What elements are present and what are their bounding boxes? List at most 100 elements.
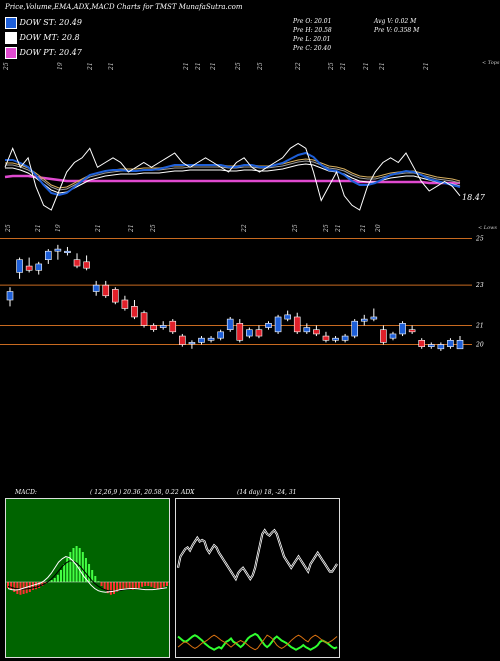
- macd-histogram-bar: [31, 582, 34, 590]
- price-level-label: 23: [475, 282, 484, 289]
- stat-pre-low: Pre L: 20.01: [293, 36, 331, 43]
- macd-histogram-bar: [13, 582, 16, 592]
- top-date-label: 21: [423, 62, 430, 71]
- candle-body: [313, 329, 320, 335]
- macd-histogram-bar: [88, 564, 91, 582]
- top-date-label: 21: [183, 62, 190, 71]
- legend-swatch-mt: [5, 32, 17, 44]
- adx-panel: [175, 498, 340, 658]
- adx-line-core: [177, 529, 338, 580]
- macd-label: MACD:: [15, 489, 37, 496]
- macd-histogram-bar: [75, 546, 78, 582]
- adx-chart: [176, 528, 338, 651]
- macd-histogram-bar: [69, 552, 72, 582]
- macd-histogram-bar: [106, 582, 109, 594]
- macd-histogram-bar: [56, 574, 59, 582]
- candle-body: [6, 291, 14, 301]
- price-line: [4, 142, 461, 211]
- lows-label: < Lows: [478, 225, 497, 231]
- price-level-label: 20: [475, 342, 484, 349]
- candle-body: [370, 316, 378, 320]
- legend-swatch-st: [5, 17, 17, 29]
- macd-histogram-bar: [116, 582, 119, 592]
- stat-pre-volume: Pre V: 0.358 M: [374, 27, 420, 34]
- candle-body: [131, 306, 138, 318]
- top-date-label: 21: [195, 62, 202, 71]
- top-date-label: 19: [57, 62, 64, 70]
- macd-histogram-bar: [141, 582, 144, 587]
- adx-label: ADX: [181, 489, 195, 496]
- macd-histogram-bar: [38, 582, 41, 588]
- macd-histogram-bar: [122, 582, 125, 590]
- candle-body: [389, 333, 397, 339]
- candle-body: [332, 337, 339, 341]
- macd-histogram-bar: [134, 582, 137, 590]
- candle-body: [25, 265, 33, 271]
- candle-body: [226, 318, 234, 330]
- macd-histogram-bar: [128, 582, 131, 590]
- upper-value-label: 18.47: [462, 193, 486, 202]
- middle-date-label: 25: [150, 224, 157, 233]
- macd-histogram-bar: [109, 582, 112, 595]
- candle-body: [360, 318, 368, 322]
- top-date-label: 25: [257, 62, 264, 71]
- candle-body: [274, 316, 282, 333]
- price-level-label: 21: [475, 322, 484, 329]
- middle-date-label: 21: [95, 224, 102, 233]
- candle-body: [83, 261, 90, 269]
- middle-date-label: 20: [375, 224, 382, 233]
- candle-body: [188, 342, 196, 345]
- macd-histogram-bar: [81, 552, 84, 582]
- legend-dow-mt: DOW MT: 20.8: [5, 32, 80, 44]
- top-date-label: 25: [3, 62, 10, 71]
- candle-body: [322, 335, 330, 341]
- candle-body: [73, 259, 81, 267]
- macd-histogram-bar: [94, 576, 97, 582]
- middle-date-label: 22: [241, 224, 248, 233]
- candle-body: [159, 325, 167, 328]
- candle-body: [236, 323, 244, 341]
- macd-histogram-bar: [41, 582, 44, 586]
- candle-body: [44, 250, 52, 260]
- candle-body: [198, 337, 205, 343]
- top-date-label: 21: [87, 62, 94, 71]
- candle-body: [121, 299, 129, 309]
- candle-body: [303, 327, 311, 333]
- stat-pre-high: Pre H: 20.58: [293, 27, 332, 34]
- top-date-label: 22: [295, 62, 302, 71]
- middle-date-label: 21: [335, 224, 342, 233]
- macd-panel: [5, 498, 170, 658]
- candle-body: [380, 329, 387, 343]
- candle-body: [35, 263, 43, 271]
- macd-histogram-bar: [125, 582, 128, 588]
- candle-body: [112, 289, 119, 303]
- top-date-label: 25: [328, 62, 335, 71]
- macd-histogram-bar: [113, 582, 115, 594]
- candle-body: [179, 335, 186, 345]
- macd-histogram-bar: [131, 582, 134, 590]
- middle-date-label: 21: [35, 224, 42, 233]
- macd-histogram-bar: [100, 582, 103, 586]
- middle-date-label: 25: [292, 224, 299, 233]
- top-date-label: 21: [340, 62, 347, 71]
- macd-histogram-bar: [19, 582, 22, 595]
- legend-swatch-pt: [5, 47, 17, 59]
- middle-date-label: 19: [55, 224, 62, 232]
- candle-body: [418, 340, 426, 347]
- macd-histogram-bar: [147, 582, 150, 586]
- macd-signal-line: [7, 560, 168, 592]
- macd-histogram-bar: [10, 582, 13, 590]
- candle-body: [102, 284, 110, 297]
- middle-date-label: 25: [323, 224, 330, 233]
- top-date-label: 21: [379, 62, 386, 71]
- candle-body: [207, 337, 215, 341]
- candle-body: [140, 312, 148, 326]
- legend-label-pt: DOW PT: 20.47: [19, 48, 82, 57]
- candle-body: [408, 329, 416, 333]
- candle-body: [427, 344, 435, 347]
- macd-histogram-bar: [35, 582, 38, 590]
- candle-body: [16, 259, 23, 273]
- macd-histogram-bar: [103, 582, 106, 590]
- top-date-label: 21: [363, 62, 370, 71]
- top-date-label: 21: [210, 62, 217, 71]
